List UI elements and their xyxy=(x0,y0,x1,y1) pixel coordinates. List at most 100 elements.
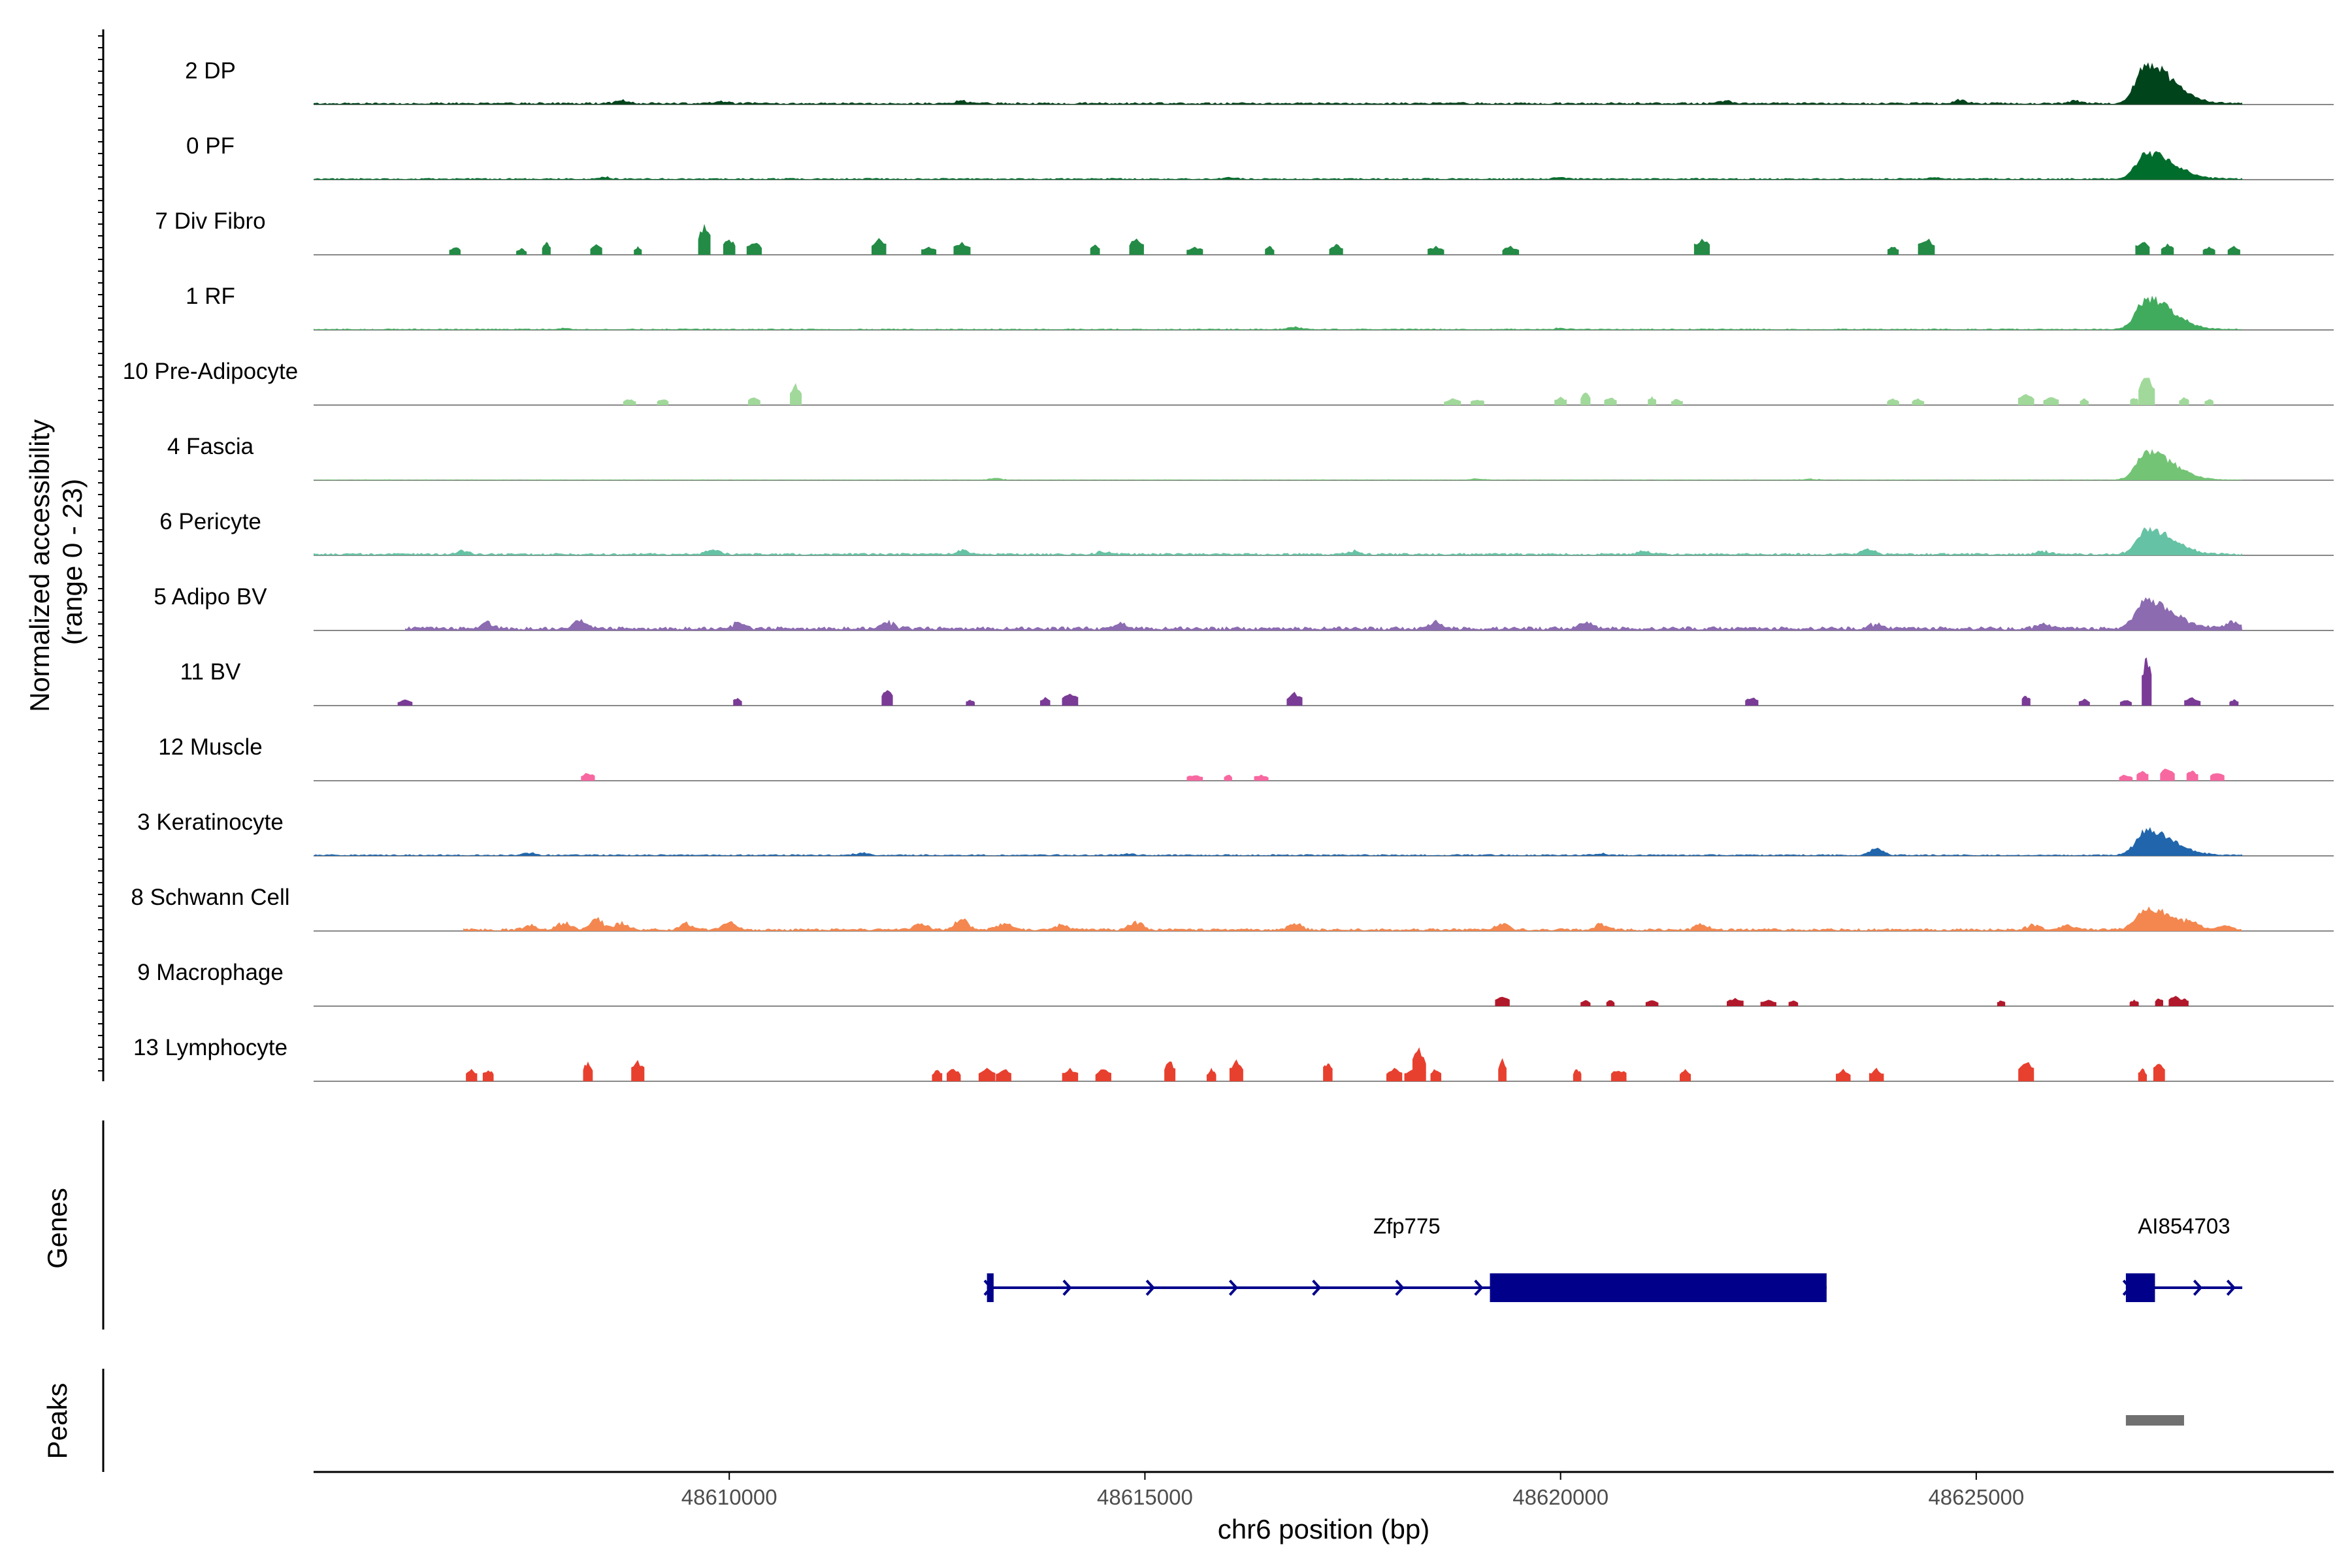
strand-arrow xyxy=(2193,1279,2203,1296)
coverage-spike xyxy=(2043,397,2059,405)
coverage-spike xyxy=(1997,1000,2006,1006)
coverage-spike xyxy=(542,242,551,255)
track: 0 PF xyxy=(186,133,2334,180)
coverage-spike xyxy=(1412,1047,1426,1081)
gene-annotation-panel: Zfp775 AI854703 xyxy=(983,1214,2243,1302)
coverage-spike xyxy=(1693,238,1710,255)
coverage-spike xyxy=(1645,1000,1659,1006)
coverage-spike xyxy=(2210,773,2225,781)
coverage-spike xyxy=(1186,246,1203,255)
strand-arrow xyxy=(1312,1279,1322,1296)
coverage-spike xyxy=(2130,398,2138,405)
gene: Zfp775 xyxy=(983,1214,1827,1302)
coverage-spike xyxy=(2161,243,2174,255)
coverage-spike xyxy=(1444,398,1462,405)
coverage-area xyxy=(314,827,2243,856)
coverage-spike xyxy=(723,239,736,255)
coverage-spike xyxy=(2021,696,2031,706)
y-axis-title: Normalized accessibility (range 0 - 23) xyxy=(24,412,88,712)
coverage-spike xyxy=(2136,770,2149,781)
track: 8 Schwann Cell xyxy=(131,885,2334,932)
coverage-spike xyxy=(1062,693,1079,706)
coverage-spike xyxy=(1604,397,1617,405)
coverage-spike xyxy=(1606,1000,1615,1006)
coverage-spike xyxy=(1470,399,1484,405)
gene-exon xyxy=(2125,1273,2155,1302)
track-label: 4 Fascia xyxy=(167,434,254,459)
coverage-spike xyxy=(1186,775,1203,781)
track-label: 8 Schwann Cell xyxy=(131,885,289,910)
coverage-spike xyxy=(482,1070,494,1081)
coverage-spike xyxy=(2184,697,2201,706)
coverage-spike xyxy=(2204,399,2213,405)
coverage-spike xyxy=(1573,1069,1582,1081)
track-label: 1 RF xyxy=(186,284,235,309)
coverage-spike xyxy=(1671,399,1683,405)
track-label: 12 Muscle xyxy=(158,734,263,760)
track: 13 Lymphocyte xyxy=(133,1035,2334,1082)
track-label: 13 Lymphocyte xyxy=(133,1035,287,1060)
track-label: 5 Adipo BV xyxy=(154,584,267,610)
coverage-spike xyxy=(1265,246,1275,255)
peaks-panel-title: Peaks xyxy=(42,1383,73,1460)
coverage-spike xyxy=(1428,246,1445,255)
coverage-spike xyxy=(1912,398,1925,405)
x-tick-label: 48610000 xyxy=(681,1485,777,1509)
coverage-spike xyxy=(1229,1059,1243,1081)
track: 7 Div Fibro xyxy=(155,208,2334,255)
coverage-spike xyxy=(996,1069,1011,1081)
coverage-spike xyxy=(698,223,711,255)
strand-arrow xyxy=(1228,1279,1239,1296)
coverage-area xyxy=(314,150,2243,180)
track: 4 Fascia xyxy=(167,434,2334,481)
coverage-area xyxy=(314,295,2243,330)
coverage-spike xyxy=(2155,998,2163,1006)
coverage-spike xyxy=(733,698,742,706)
coverage-spike xyxy=(2180,998,2189,1006)
gene-exon xyxy=(987,1273,994,1302)
coverage-spike xyxy=(2018,1062,2034,1081)
coverage-spike xyxy=(2160,768,2175,781)
coverage-area xyxy=(314,449,2243,480)
coverage-spike xyxy=(1062,1068,1079,1081)
coverage-spike xyxy=(747,397,760,405)
x-tick-label: 48625000 xyxy=(1928,1485,2024,1509)
track: 6 Pericyte xyxy=(159,509,2334,556)
coverage-spike xyxy=(1836,1068,1851,1081)
coverage-spike xyxy=(932,1070,943,1081)
coverage-spike xyxy=(1760,1000,1776,1006)
x-axis-ticks: 48610000 48615000 48620000 48625000 xyxy=(681,1472,2024,1509)
gene-label: AI854703 xyxy=(2138,1214,2230,1238)
coverage-area xyxy=(463,906,2243,931)
y-axis-title-line-2: (range 0 - 23) xyxy=(57,479,88,645)
coverage-spike xyxy=(590,244,602,255)
coverage-area xyxy=(314,62,2243,105)
coverage-spike xyxy=(1164,1061,1176,1081)
coverage-spike xyxy=(966,700,975,706)
coverage-spike xyxy=(1610,1071,1627,1081)
strand-arrow xyxy=(2226,1279,2236,1296)
track-label: 3 Keratinocyte xyxy=(137,809,284,835)
coverage-spike xyxy=(2138,378,2155,405)
coverage-spike xyxy=(2119,700,2132,706)
coverage-spike xyxy=(466,1069,478,1081)
coverage-spike xyxy=(449,247,461,255)
track-label: 0 PF xyxy=(186,133,235,159)
coverage-spike xyxy=(2080,398,2089,405)
coverage-spike xyxy=(978,1068,996,1081)
coverage-spike xyxy=(2119,774,2133,781)
track: 9 Macrophage xyxy=(137,960,2334,1007)
coverage-spike xyxy=(581,773,595,781)
coverage-area xyxy=(404,597,2243,630)
coverage-spike xyxy=(1254,774,1269,781)
coverage-spike xyxy=(881,690,893,706)
coverage-spike xyxy=(1554,397,1567,405)
coverage-spike xyxy=(947,1069,961,1081)
strand-arrow xyxy=(1062,1279,1072,1296)
coverage-spike xyxy=(2229,699,2239,706)
coverage-spike xyxy=(1323,1063,1333,1081)
y-axis-ticks xyxy=(98,35,103,1071)
coverage-spike xyxy=(1502,246,1520,255)
coverage-spike xyxy=(790,383,802,405)
coverage-spike xyxy=(1788,1000,1799,1006)
